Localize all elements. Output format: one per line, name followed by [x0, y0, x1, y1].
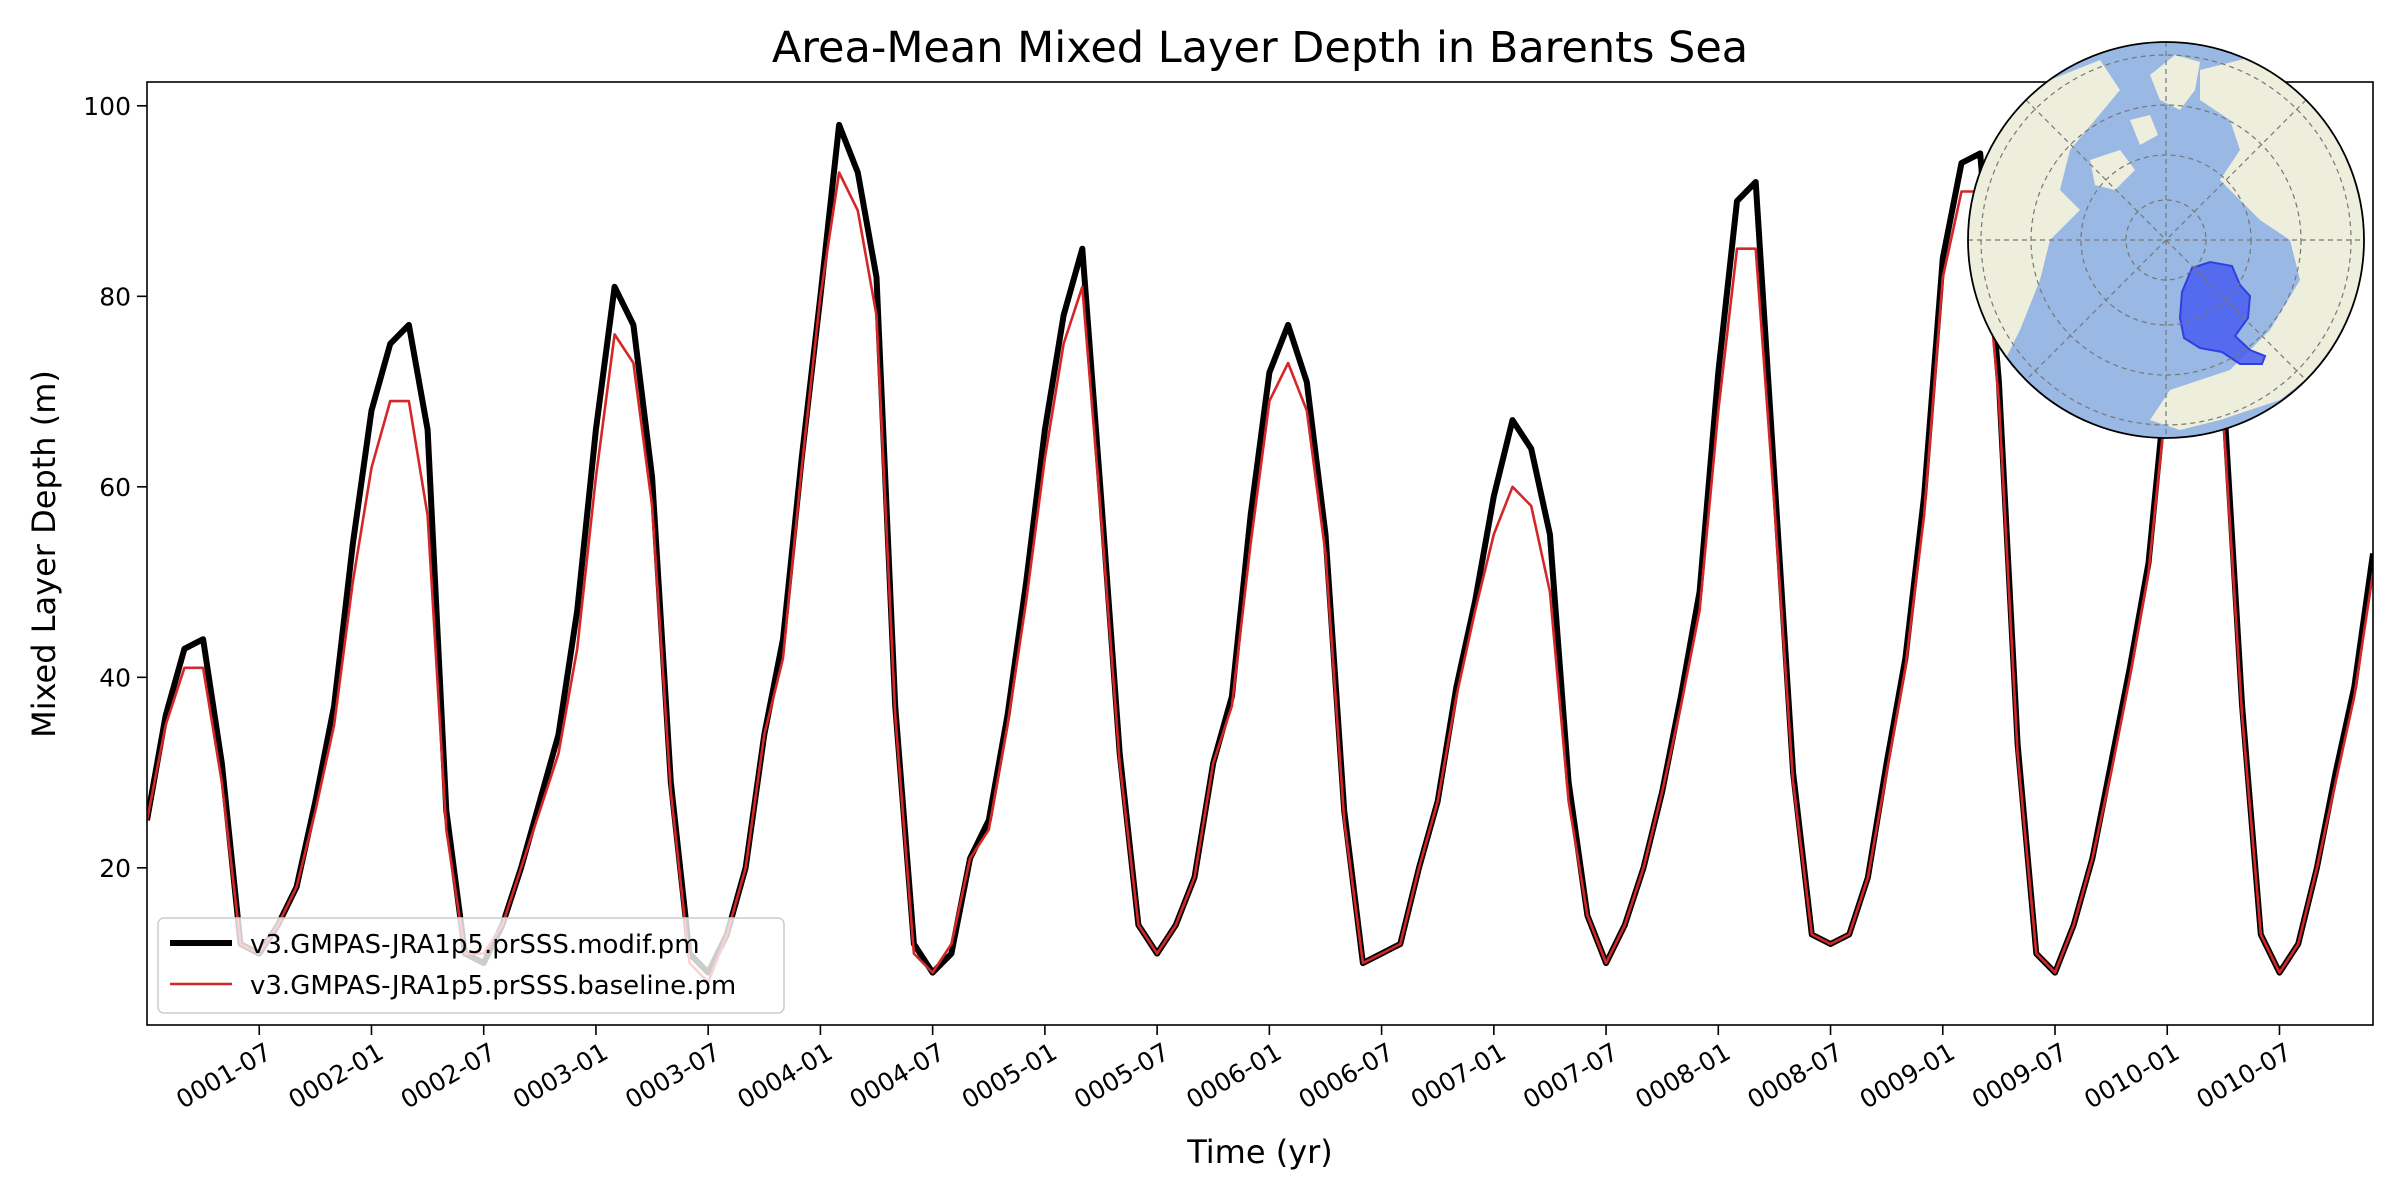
x-tick-label: 0005-01	[957, 1037, 1062, 1114]
legend-box	[157, 917, 785, 1014]
y-tick-label: 60	[99, 473, 131, 502]
x-tick-label: 0003-01	[508, 1037, 613, 1114]
x-tick-label: 0002-07	[396, 1037, 501, 1114]
x-axis-label: Time (yr)	[1186, 1133, 1333, 1171]
y-tick-label: 20	[99, 854, 131, 883]
x-axis: 0001-07 0002-01 0002-07 0003-01 0003-07 0004-…	[171, 1025, 2296, 1114]
x-tick-label: 0003-07	[620, 1037, 725, 1114]
x-tick-label: 0007-01	[1406, 1037, 1511, 1114]
legend-label-baseline: v3.GMPAS-JRA1p5.prSSS.baseline.pm	[250, 971, 736, 1001]
series-line-baseline	[147, 171, 2373, 984]
inset-map-land-greenland	[2150, 55, 2200, 110]
x-tick-label: 0010-01	[2079, 1037, 2184, 1114]
y-axis: 20 40 60 80 100	[83, 92, 147, 883]
plot-frame	[146, 81, 2374, 1026]
inset-map-land-eurasia	[2150, 55, 2364, 430]
plot-area	[147, 121, 2373, 984]
x-tick-label: 0006-07	[1294, 1037, 1399, 1114]
inset-map-border	[1967, 41, 2365, 439]
legend-label-modif: v3.GMPAS-JRA1p5.prSSS.modif.pm	[250, 930, 700, 960]
chart-title: Area-Mean Mixed Layer Depth in Barents S…	[772, 23, 1748, 73]
y-tick-label: 100	[83, 92, 131, 121]
x-tick-label: 0001-07	[171, 1037, 276, 1114]
x-tick-label: 0009-01	[1855, 1037, 1960, 1114]
x-tick-label: 0008-01	[1630, 1037, 1735, 1114]
x-tick-label: 0006-01	[1181, 1037, 1286, 1114]
x-tick-label: 0007-07	[1518, 1037, 1623, 1114]
x-tick-label: 0004-07	[845, 1037, 950, 1114]
x-tick-label: 0004-01	[732, 1037, 837, 1114]
x-tick-label: 0008-07	[1743, 1037, 1848, 1114]
y-tick-label: 40	[99, 663, 131, 692]
legend: v3.GMPAS-JRA1p5.prSSS.modif.pm v3.GMPAS-…	[157, 917, 785, 1014]
x-tick-label: 0010-07	[2191, 1037, 2296, 1114]
x-tick-label: 0002-01	[283, 1037, 388, 1114]
x-tick-label: 0009-07	[1967, 1037, 2072, 1114]
inset-map	[1967, 41, 2365, 439]
inset-map-land-islands	[2090, 115, 2285, 190]
x-tick-label: 0005-07	[1069, 1037, 1174, 1114]
y-tick-label: 80	[99, 282, 131, 311]
inset-map-land-america	[1968, 60, 2120, 400]
inset-map-barents-region	[2178, 260, 2267, 365]
y-axis-label: Mixed Layer Depth (m)	[25, 370, 63, 738]
